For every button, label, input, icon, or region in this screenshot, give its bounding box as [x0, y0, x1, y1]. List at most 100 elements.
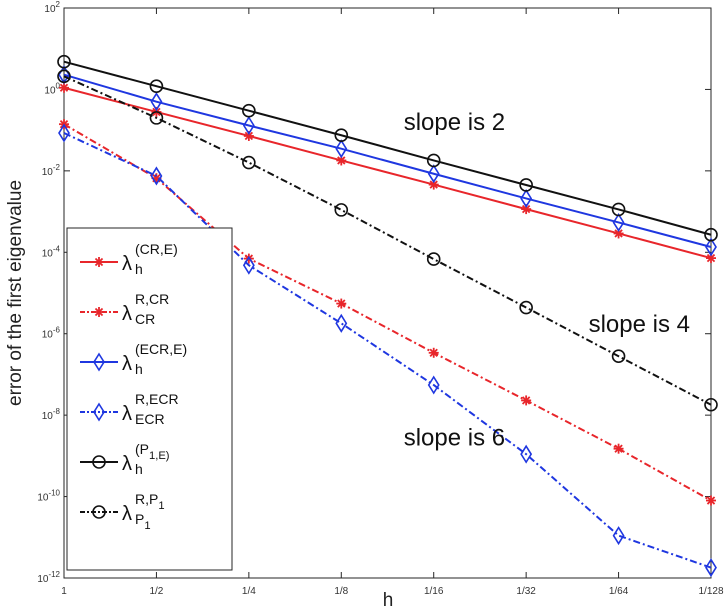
data-point: [334, 203, 349, 217]
legend-subscript: h: [135, 261, 143, 277]
x-tick-label: 1/8: [334, 586, 348, 597]
legend-entry: λ(P1,E)h: [80, 441, 170, 477]
data-point: [521, 395, 532, 406]
data-point: [705, 558, 717, 578]
y-tick-label: 10-10: [37, 489, 60, 504]
data-point: [521, 204, 532, 215]
legend-symbol: λ: [122, 503, 132, 525]
y-tick-label: 10-2: [42, 163, 61, 178]
data-point: [242, 115, 255, 136]
series-line: [63, 73, 712, 248]
annotation-layer: slope is 2 slope is 4 slope is 6: [404, 109, 690, 451]
data-point: [520, 188, 533, 208]
data-point: [428, 347, 439, 358]
x-tick-label: 1/4: [242, 586, 256, 597]
data-point: [704, 397, 718, 412]
data-point: [335, 139, 348, 159]
data-point: [57, 69, 71, 84]
legend-symbol: λ: [122, 453, 132, 475]
data-point: [611, 202, 626, 217]
legend-entry: λ(CR,E) h: [80, 241, 178, 277]
series-line: [63, 132, 712, 569]
series-line: [63, 60, 712, 236]
y-tick-label: 10-12: [37, 570, 60, 585]
legend-superscript: (P1,E): [135, 441, 170, 462]
legend-symbol: λ: [122, 403, 132, 425]
data-point: [242, 255, 255, 275]
series-5: [57, 54, 718, 242]
legend-symbol: λ: [122, 353, 132, 375]
data-point: [704, 227, 718, 242]
data-point: [427, 375, 440, 395]
data-point: [335, 313, 348, 333]
data-point: [426, 252, 441, 266]
data-point: [334, 128, 349, 143]
data-point: [613, 228, 624, 239]
x-tick-label: 1/32: [516, 586, 536, 597]
data-point: [612, 212, 625, 232]
legend-superscript: (ECR,E): [135, 341, 187, 357]
legend-marker: [94, 307, 104, 317]
data-point: [150, 92, 163, 112]
legend-entry: λR,ECR ECR: [80, 391, 179, 427]
legend-superscript: R,CR: [135, 291, 169, 307]
legend-symbol: λ: [122, 253, 132, 275]
data-point: [706, 495, 716, 506]
slope-annotation: slope is 2: [404, 109, 505, 136]
legend: λ(CR,E)hλR,CRCRλ(ECR,E)hλR,ECRECRλ(P1,E)…: [66, 227, 233, 571]
legend-superscript: R,ECR: [135, 391, 179, 407]
x-tick-label: 1/64: [609, 586, 629, 597]
data-point: [613, 443, 624, 454]
data-point: [242, 103, 256, 118]
data-point: [612, 526, 625, 546]
slope-annotation: slope is 6: [404, 424, 505, 451]
legend-superscript: (CR,E): [135, 241, 178, 257]
legend-symbol: λ: [122, 303, 132, 325]
legend-marker: [93, 402, 105, 422]
x-axis-label: h: [383, 590, 394, 611]
data-point: [149, 111, 164, 125]
y-tick-label: 10-6: [42, 326, 61, 341]
slope-annotation: slope is 4: [589, 311, 690, 338]
data-point: [519, 300, 533, 315]
data-point: [336, 298, 347, 309]
legend-subscript: P1: [135, 511, 151, 532]
legend-superscript: R,P1: [135, 491, 165, 512]
data-point: [705, 237, 717, 257]
data-point: [58, 123, 70, 143]
series-line: [63, 86, 712, 260]
x-tick-label: 1/128: [698, 586, 723, 597]
x-tick-label: 1/2: [149, 586, 163, 597]
data-point: [427, 164, 440, 184]
x-tick-label: 1: [61, 586, 67, 597]
data-point: [149, 79, 164, 94]
legend-marker: [93, 352, 105, 372]
y-tick-label: 10-4: [42, 244, 61, 259]
legend-subscript: CR: [135, 311, 155, 327]
data-point: [150, 166, 163, 186]
y-axis-label: error of the first eigenvalue: [5, 180, 26, 406]
legend-subscript: ECR: [135, 411, 165, 427]
legend-marker: [94, 257, 104, 267]
series-6: [57, 69, 718, 412]
series-layer: [57, 54, 718, 578]
legend-subscript: h: [135, 361, 143, 377]
legend-subscript: h: [135, 461, 143, 477]
data-point: [426, 153, 441, 168]
data-point: [519, 178, 533, 192]
series-line: [63, 75, 712, 406]
legend-entry: λ(ECR,E) h: [80, 341, 187, 377]
x-tick-label: 1/16: [424, 586, 444, 597]
legend-entry: λR,CR CR: [80, 291, 169, 327]
series-4: [58, 123, 717, 578]
y-tick-label: 10-8: [42, 407, 61, 422]
legend-marker: [92, 455, 106, 469]
data-point: [242, 155, 256, 170]
data-point: [520, 444, 533, 464]
legend-marker: [92, 505, 106, 519]
data-point: [59, 82, 69, 93]
y-tick-label: 102: [44, 0, 60, 15]
y-tick-label: 100: [44, 81, 60, 96]
